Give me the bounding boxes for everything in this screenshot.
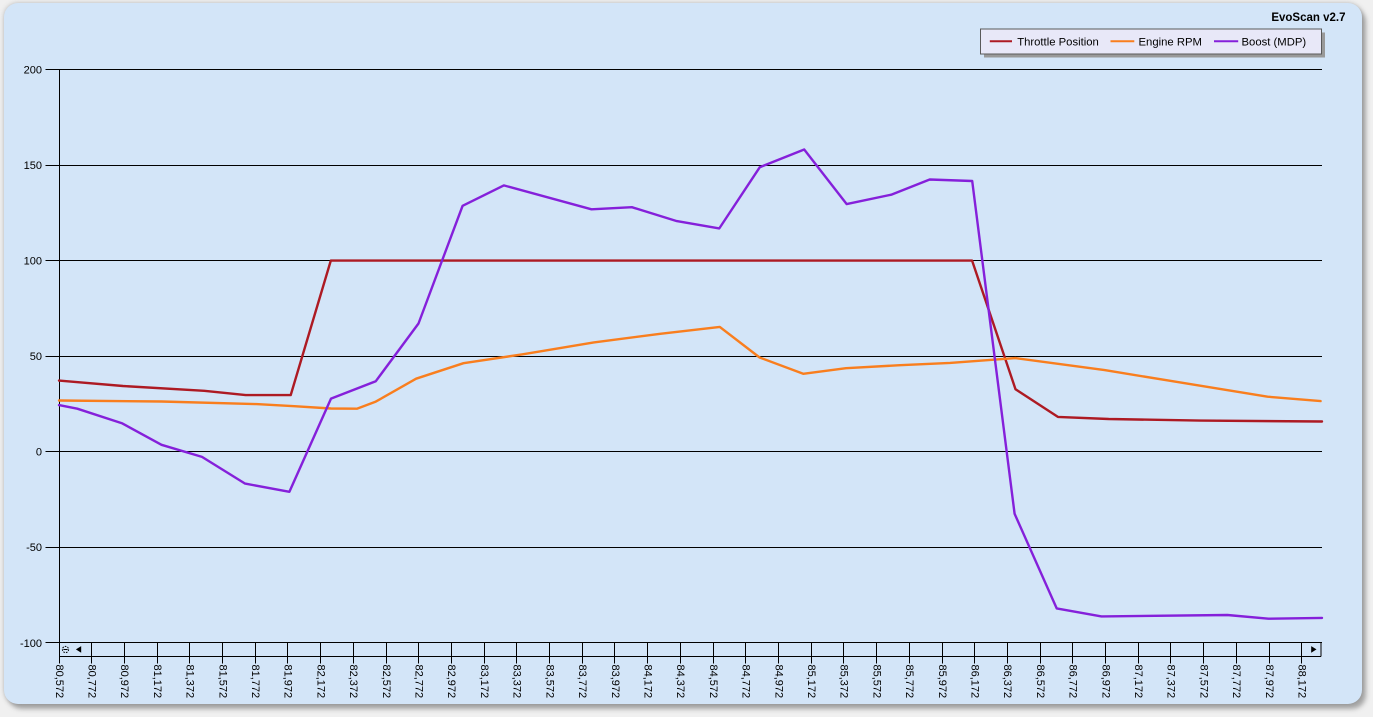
svg-text:87,572: 87,572 [1197, 665, 1209, 699]
svg-text:-50: -50 [26, 542, 42, 554]
svg-text:82,772: 82,772 [413, 665, 425, 699]
svg-text:0: 0 [36, 447, 42, 459]
svg-text:83,772: 83,772 [576, 665, 588, 699]
svg-text:84,772: 84,772 [740, 665, 752, 699]
svg-text:81,772: 81,772 [249, 665, 261, 699]
svg-text:80,772: 80,772 [86, 665, 98, 699]
svg-text:83,572: 83,572 [543, 665, 555, 699]
svg-text:80,972: 80,972 [118, 665, 130, 699]
svg-text:85,772: 85,772 [903, 665, 915, 699]
svg-text:80,572: 80,572 [53, 665, 65, 699]
svg-text:82,372: 82,372 [347, 665, 359, 699]
svg-text:85,172: 85,172 [805, 665, 817, 699]
svg-text:-100: -100 [20, 638, 42, 650]
svg-text:86,572: 86,572 [1034, 665, 1046, 699]
svg-text:86,372: 86,372 [1001, 665, 1013, 699]
svg-text:85,372: 85,372 [838, 665, 850, 699]
svg-text:84,972: 84,972 [772, 665, 784, 699]
svg-text:85,572: 85,572 [870, 665, 882, 699]
svg-text:83,372: 83,372 [511, 665, 523, 699]
svg-text:86,172: 86,172 [969, 665, 981, 699]
svg-text:82,172: 82,172 [314, 665, 326, 699]
svg-text:84,372: 84,372 [674, 665, 686, 699]
svg-text:86,772: 86,772 [1067, 665, 1079, 699]
svg-text:84,572: 84,572 [707, 665, 719, 699]
svg-text:100: 100 [24, 256, 42, 268]
svg-text:81,172: 81,172 [151, 665, 163, 699]
svg-text:81,972: 81,972 [282, 665, 294, 699]
svg-text:87,972: 87,972 [1263, 665, 1275, 699]
svg-text:81,372: 81,372 [184, 665, 196, 699]
svg-text:Boost (MDP): Boost (MDP) [1242, 36, 1307, 48]
svg-text:150: 150 [24, 160, 42, 172]
svg-text:200: 200 [24, 65, 42, 77]
svg-text:81,572: 81,572 [216, 665, 228, 699]
svg-text:84,172: 84,172 [642, 665, 654, 699]
svg-text:85,972: 85,972 [936, 665, 948, 699]
svg-text:Engine RPM: Engine RPM [1139, 36, 1202, 48]
svg-text:83,172: 83,172 [478, 665, 490, 699]
svg-text:88,172: 88,172 [1296, 665, 1308, 699]
svg-text:87,172: 87,172 [1132, 665, 1144, 699]
svg-text:82,572: 82,572 [380, 665, 392, 699]
svg-text:83,972: 83,972 [609, 665, 621, 699]
svg-text:87,372: 87,372 [1165, 665, 1177, 699]
svg-text:50: 50 [30, 351, 42, 363]
svg-text:82,972: 82,972 [445, 665, 457, 699]
svg-text:86,972: 86,972 [1099, 665, 1111, 699]
svg-text:Throttle Position: Throttle Position [1017, 36, 1099, 48]
svg-text:EvoScan v2.7: EvoScan v2.7 [1271, 12, 1345, 24]
svg-text:87,772: 87,772 [1230, 665, 1242, 699]
